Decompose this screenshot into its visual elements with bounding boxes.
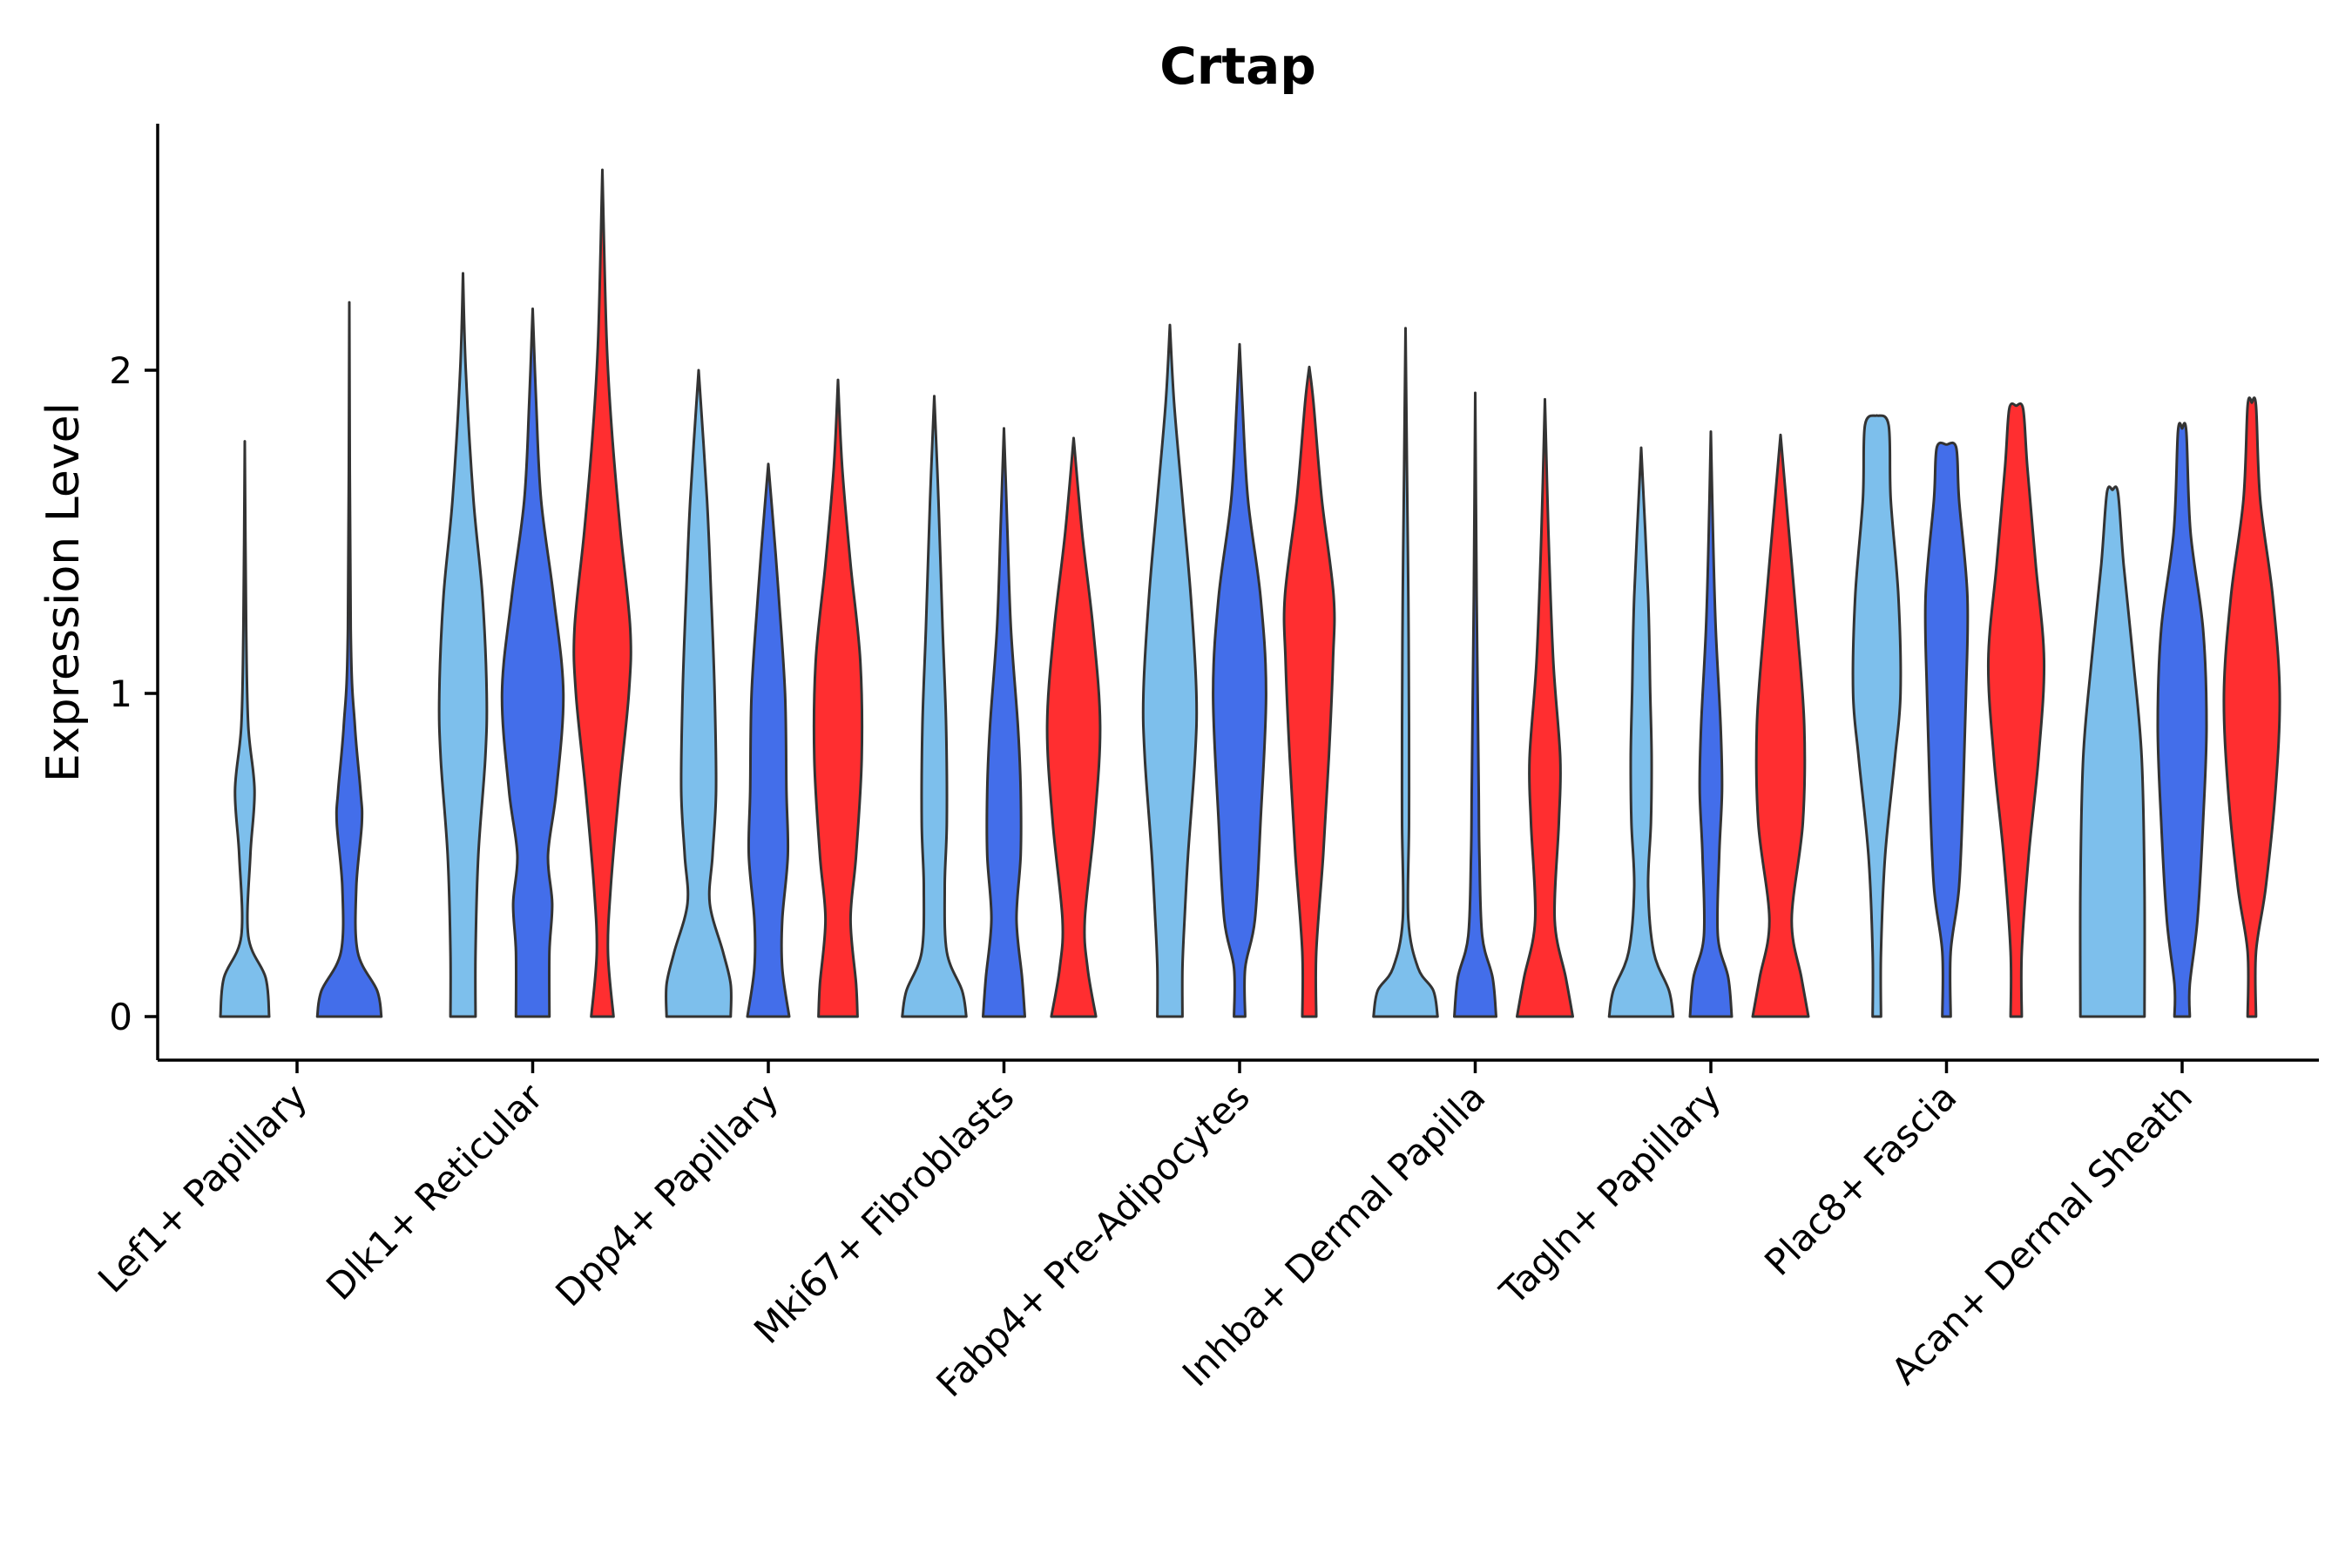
x-tick-label: Dpp4+ Papillary (547, 1075, 787, 1315)
violin-9-group-2 (2156, 422, 2208, 1018)
violin-5-group-2 (1212, 342, 1267, 1018)
y-tick-label: 1 (109, 672, 132, 715)
violin-7-group-1 (1607, 446, 1675, 1018)
violin-8-group-2 (1923, 441, 1970, 1018)
violin-3-group-2 (746, 463, 791, 1018)
violin-7-group-2 (1688, 430, 1734, 1018)
chart-title: Crtap (1159, 37, 1316, 96)
violin-9-group-1 (2078, 485, 2146, 1018)
violin-4-group-1 (901, 395, 968, 1018)
violin-1-group-1 (219, 440, 271, 1018)
plot-area (219, 168, 2281, 1018)
violin-6-group-3 (1516, 397, 1574, 1018)
y-axis-label: Expression Level (37, 402, 90, 782)
violin-2-group-3 (572, 168, 632, 1018)
violin-8-group-3 (1986, 402, 2046, 1018)
violin-4-group-3 (1045, 436, 1102, 1018)
violin-8-group-1 (1851, 414, 1903, 1018)
violin-3-group-3 (812, 378, 864, 1018)
violin-2-group-2 (500, 308, 565, 1018)
y-tick-label: 2 (109, 349, 132, 392)
x-tick-label: Dlk1+ Reticular (318, 1075, 551, 1308)
x-tick-label: Lef1+ Papillary (90, 1075, 315, 1301)
x-tick-label: Plac8+ Fascia (1756, 1075, 1964, 1283)
violin-2-group-1 (437, 272, 489, 1018)
violin-7-group-3 (1751, 433, 1810, 1018)
violin-6-group-2 (1453, 391, 1497, 1018)
violin-6-group-1 (1372, 327, 1439, 1018)
violin-5-group-1 (1141, 323, 1199, 1018)
violin-5-group-3 (1282, 365, 1336, 1018)
violin-3-group-1 (665, 368, 733, 1018)
y-tick-label: 0 (109, 996, 132, 1038)
violin-4-group-2 (982, 427, 1026, 1018)
violin-1-group-2 (315, 301, 383, 1018)
x-tick-label: Mki67+ Fibroblasts (746, 1075, 1022, 1351)
x-tick-label: Tagln+ Papillary (1491, 1075, 1729, 1313)
violin-9-group-3 (2222, 396, 2281, 1018)
